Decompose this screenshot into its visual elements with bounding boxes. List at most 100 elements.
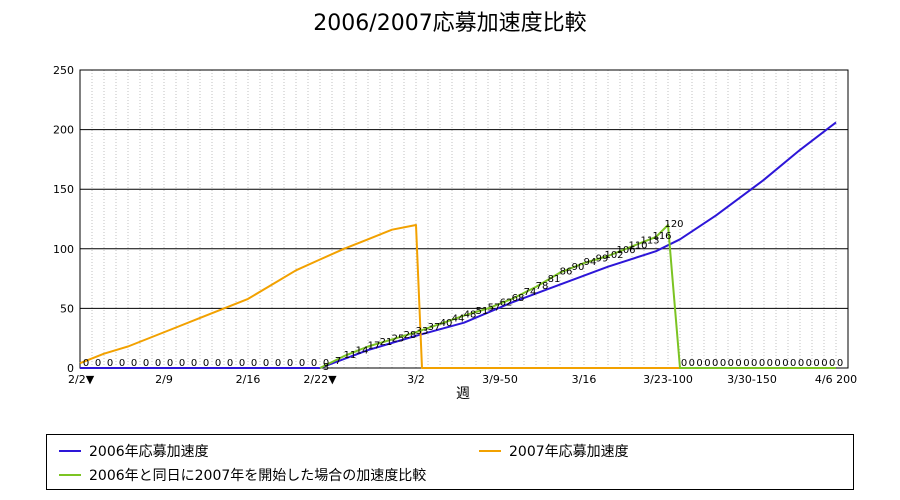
data-label: 0 <box>215 358 221 369</box>
data-label: 106 <box>616 245 635 256</box>
data-label: 0 <box>311 358 317 369</box>
data-label: 116 <box>652 231 671 242</box>
data-label: 37 <box>428 322 441 333</box>
data-label: 0 <box>829 358 835 369</box>
data-label: 0 <box>275 358 281 369</box>
x-tick-label: 3/2 <box>407 373 425 386</box>
data-label: 0 <box>131 358 137 369</box>
data-label: 0 <box>263 358 269 369</box>
series-line-3 <box>319 224 836 369</box>
series-line-2 <box>79 224 836 369</box>
data-label: 0 <box>251 358 257 369</box>
data-label: 14 <box>356 345 369 356</box>
data-label: 62 <box>500 298 513 309</box>
data-label: 94 <box>584 257 597 268</box>
data-label: 0 <box>712 358 718 369</box>
series-lines <box>79 121 837 369</box>
data-label: 0 <box>323 358 329 369</box>
data-label: 3 <box>323 362 329 373</box>
data-label: 0 <box>782 358 788 369</box>
data-label: 11 <box>344 350 357 361</box>
legend: 2006年応募加速度 2007年応募加速度 2006年と同日に2007年を開始し… <box>46 434 854 490</box>
y-tick-label: 200 <box>53 124 74 137</box>
data-label: 68 <box>512 293 525 304</box>
data-label: 0 <box>790 358 796 369</box>
data-label: 113 <box>640 236 659 247</box>
data-label: 0 <box>689 358 695 369</box>
data-label: 0 <box>83 358 89 369</box>
x-tick-label: 2/22▼ <box>303 373 337 386</box>
data-label: 99 <box>596 254 609 265</box>
y-tick-label: 250 <box>53 64 74 77</box>
data-label: 0 <box>681 358 687 369</box>
data-label: 0 <box>155 358 161 369</box>
data-label: 0 <box>798 358 804 369</box>
data-label: 0 <box>696 358 702 369</box>
data-label: 0 <box>821 358 827 369</box>
data-label: 0 <box>239 358 245 369</box>
legend-item-overlay: 2006年と同日に2007年を開始した場合の加速度比較 <box>59 465 426 485</box>
data-label: 0 <box>728 358 734 369</box>
x-tick-label: 4/6 200 <box>815 373 857 386</box>
data-label: 0 <box>813 358 819 369</box>
data-label: 57 <box>488 302 501 313</box>
data-label: 81 <box>548 274 561 285</box>
legend-swatch-2006 <box>59 450 81 452</box>
data-label: 44 <box>452 314 465 325</box>
data-label: 0 <box>107 358 113 369</box>
data-label: 0 <box>179 358 185 369</box>
data-label: 86 <box>560 267 573 278</box>
data-label: 0 <box>143 358 149 369</box>
data-label: 0 <box>299 358 305 369</box>
data-label: 0 <box>806 358 812 369</box>
data-label: 0 <box>95 358 101 369</box>
data-label: 28 <box>404 330 417 341</box>
data-label: 0 <box>167 358 173 369</box>
legend-swatch-2007 <box>479 450 501 452</box>
x-axis-label: 週 <box>456 386 470 402</box>
grid <box>80 69 849 369</box>
y-tick-label: 150 <box>53 183 74 196</box>
data-label: 102 <box>604 250 623 261</box>
data-label: 0 <box>735 358 741 369</box>
data-label: 0 <box>191 358 197 369</box>
legend-swatch-overlay <box>59 474 81 476</box>
data-label: 40 <box>440 318 453 329</box>
data-label: 0 <box>203 358 209 369</box>
y-tick-label: 0 <box>67 362 74 375</box>
data-label: 0 <box>767 358 773 369</box>
y-tick-label: 100 <box>53 243 74 256</box>
legend-item-2006: 2006年応募加速度 <box>59 441 209 461</box>
data-label: 110 <box>628 240 647 251</box>
data-label: 0 <box>720 358 726 369</box>
x-tick-label: 3/16 <box>572 373 597 386</box>
data-label: 0 <box>227 358 233 369</box>
data-label: 17 <box>368 341 381 352</box>
legend-label-2007: 2007年応募加速度 <box>509 444 629 460</box>
series-line-1 <box>80 121 837 369</box>
data-label: 120 <box>664 219 683 230</box>
plot-background <box>80 70 848 368</box>
x-tick-label: 3/30-150 <box>727 373 777 386</box>
x-tick-label: 2/2▼ <box>68 373 95 386</box>
legend-label-overlay: 2006年と同日に2007年を開始した場合の加速度比較 <box>89 468 427 484</box>
data-label: 0 <box>759 358 765 369</box>
data-label: 74 <box>524 287 537 298</box>
x-tick-label: 2/16 <box>236 373 261 386</box>
data-label: 7 <box>335 356 341 367</box>
data-label: 0 <box>743 358 749 369</box>
data-label: 51 <box>476 306 489 317</box>
y-tick-label: 50 <box>60 302 74 315</box>
data-label: 0 <box>287 358 293 369</box>
chart-title: 2006/2007応募加速度比較 <box>313 11 586 36</box>
legend-item-2007: 2007年応募加速度 <box>479 441 629 461</box>
x-tick-label: 3/9-50 <box>482 373 518 386</box>
data-label: 78 <box>536 281 549 292</box>
data-label: 0 <box>704 358 710 369</box>
data-label: 0 <box>751 358 757 369</box>
data-label: 0 <box>774 358 780 369</box>
legend-label-2006: 2006年応募加速度 <box>89 444 209 460</box>
data-label: 90 <box>572 262 585 273</box>
